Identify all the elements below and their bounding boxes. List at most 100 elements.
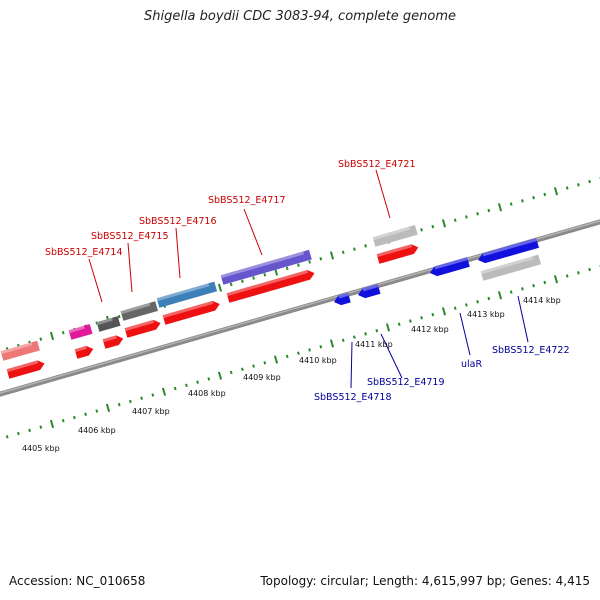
cds-reverse-arrow <box>478 238 539 264</box>
cds-reverse-arrow <box>334 292 351 306</box>
inner-tick <box>409 319 412 323</box>
outer-tick <box>61 330 65 335</box>
outer-tick <box>476 212 479 216</box>
cds-forward-arrow <box>376 244 419 264</box>
outer-tick <box>553 187 559 196</box>
inner-tick <box>95 409 99 413</box>
kbp-tick-label: 4412 kbp <box>411 325 449 334</box>
gene-label-forward[interactable]: SbBS512_E4716 <box>139 216 217 227</box>
outer-tick <box>353 247 356 251</box>
outer-tick <box>588 179 591 184</box>
inner-tick <box>207 377 211 381</box>
gene-box-magenta <box>68 324 93 340</box>
inner-tick <box>465 303 468 307</box>
label-leader-line <box>350 341 353 389</box>
inner-tick <box>273 355 279 364</box>
outer-tick <box>252 276 255 280</box>
kbp-labels: 4405 kbp 4406 kbp 4407 kbp 4408 kbp 4409 kbp… <box>22 296 561 453</box>
cds-forward-arrow <box>102 335 124 349</box>
outer-tick <box>465 215 468 219</box>
gene-label-reverse[interactable]: SbBS512_E4722 <box>492 345 570 356</box>
outer-tick <box>229 282 233 287</box>
gene-box-pink <box>0 340 40 361</box>
cds-forward-arrow <box>6 360 45 379</box>
inner-tick <box>441 307 447 316</box>
inner-tick <box>241 367 244 371</box>
label-leader-line <box>88 258 103 303</box>
inner-tick <box>308 348 311 352</box>
inner-tick-track <box>5 265 600 439</box>
inner-tick <box>553 275 559 284</box>
outer-tick <box>565 186 569 190</box>
gene-label-forward[interactable]: SbBS512_E4721 <box>338 159 416 170</box>
label-leader-line <box>127 242 133 293</box>
outer-tick <box>453 218 457 222</box>
label-leader-line <box>380 333 403 379</box>
inner-tick <box>521 287 524 291</box>
outer-tick <box>95 321 99 325</box>
inner-tick <box>509 290 513 294</box>
gene-label-forward[interactable]: SbBS512_E4715 <box>91 231 169 242</box>
gene-label-reverse[interactable]: ulaR <box>461 359 482 370</box>
label-leader-line <box>459 312 471 356</box>
outer-tick <box>543 192 547 197</box>
inner-tick <box>375 328 379 333</box>
inner-tick <box>263 361 267 365</box>
inner-tick <box>129 399 132 404</box>
gene-label-forward[interactable]: SbBS512_E4714 <box>45 247 123 258</box>
gene-label-reverse[interactable]: SbBS512_E4718 <box>314 392 392 403</box>
outer-tick <box>364 244 367 248</box>
outer-tick <box>319 257 323 261</box>
outer-tick <box>308 260 311 264</box>
inner-tick <box>229 370 233 375</box>
accession-text: Accession: NC_010658 <box>9 574 146 588</box>
cds-forward-arrow <box>74 345 94 359</box>
inner-tick <box>353 335 356 339</box>
inner-tick <box>5 435 9 439</box>
outer-tick <box>441 219 447 228</box>
outer-tick <box>487 208 491 213</box>
inner-tick <box>329 339 335 348</box>
label-leader-line <box>517 295 529 343</box>
label-leader-line <box>175 227 181 279</box>
outer-tick <box>341 250 345 255</box>
inner-tick <box>319 345 323 349</box>
inner-tick <box>252 364 255 368</box>
inner-tick <box>161 387 167 396</box>
inner-tick <box>487 296 491 301</box>
label-leader-line <box>243 208 263 256</box>
outer-tick <box>521 199 524 203</box>
inner-tick <box>117 402 121 407</box>
inner-tick <box>588 267 591 272</box>
map-title: Shigella boydii CDC 3083-94, complete ge… <box>143 9 457 24</box>
gene-label-forward[interactable]: SbBS512_E4717 <box>208 195 286 206</box>
inner-tick <box>385 323 391 332</box>
inner-tick <box>453 306 457 310</box>
outer-tick <box>329 251 335 260</box>
inner-tick <box>565 274 569 278</box>
genome-summary-text: Topology: circular; Length: 4,615,997 bp… <box>260 574 590 588</box>
inner-tick <box>364 332 367 336</box>
cds-forward-arrow <box>162 300 220 325</box>
outer-tick <box>532 195 535 200</box>
inner-tick <box>532 283 535 288</box>
gene-box-blue <box>156 281 218 308</box>
inner-tick <box>173 386 177 391</box>
gene-label-reverse[interactable]: SbBS512_E4719 <box>367 377 445 388</box>
cds-reverse-arrow <box>430 257 470 277</box>
outer-tick <box>117 314 121 319</box>
cds-forward-arrow <box>124 319 161 338</box>
feature-track <box>0 225 542 379</box>
kbp-tick-label: 4408 kbp <box>188 389 226 398</box>
gene-box-purple <box>220 249 312 285</box>
inner-tick <box>61 418 65 423</box>
inner-tick <box>420 316 423 320</box>
inner-tick <box>431 312 435 317</box>
gene-labels: SbBS512_E4714 SbBS512_E4715 SbBS512_E4716 S… <box>45 159 570 403</box>
outer-tick <box>420 228 423 232</box>
label-leader-line <box>375 169 391 219</box>
gene-box-pseudo <box>372 225 418 247</box>
inner-tick <box>73 415 76 420</box>
outer-tick <box>431 224 435 229</box>
